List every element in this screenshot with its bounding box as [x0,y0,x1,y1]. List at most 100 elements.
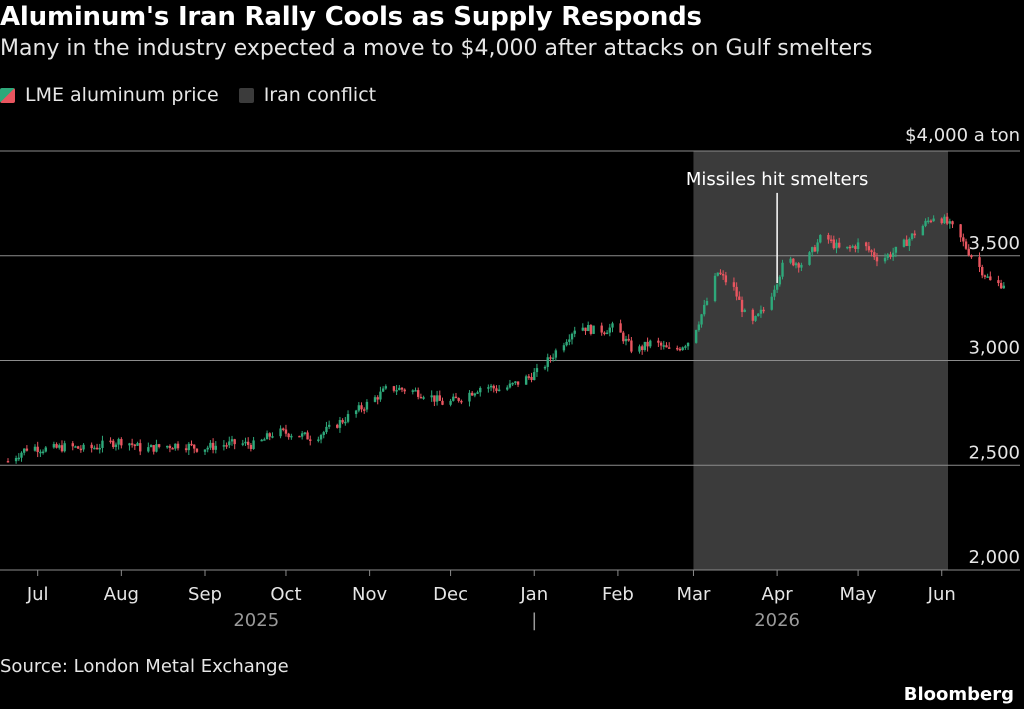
candle-body [300,433,304,437]
candle-body [306,432,309,440]
candle-body [686,342,690,347]
x-tick-label: Oct [270,584,301,605]
candle-body [460,400,463,403]
bloomberg-logo: Bloomberg [903,684,1014,705]
candle-body [470,392,474,396]
candle-body [627,338,630,341]
candle-body [473,393,477,396]
legend-item-price: LME aluminum price [0,84,219,106]
candle-body [854,246,857,249]
candle-body [438,395,441,401]
x-tick-label: Aug [104,584,139,605]
candle-body [894,246,898,253]
candle-body [638,346,641,352]
legend-label-shade: Iran conflict [263,84,377,106]
candle-swatch-icon [0,87,15,103]
candle-body [244,441,247,444]
candle-body [363,409,366,411]
candle-body [1002,285,1006,289]
candle-body [835,242,838,249]
candle-body [622,332,625,342]
candle-body [732,282,736,287]
candle-body [284,429,288,434]
candle-body [600,325,603,333]
candle-body [827,235,830,240]
candle-body [873,252,876,258]
candle-body [449,400,452,405]
candle-body [357,405,361,411]
candle-body [721,274,725,276]
candle-body [52,444,56,448]
candle-body [325,426,328,433]
candle-body [681,347,684,351]
candle-body [875,257,879,262]
candle-body [584,327,587,332]
candle-body [662,345,665,347]
candle-body [630,340,633,352]
candle-body [422,397,425,399]
candle-body [551,357,555,360]
candle-body [268,433,271,437]
candle-body [327,424,331,427]
candle-body [989,276,992,281]
candle-body [58,445,61,448]
candle-body [789,258,792,263]
candle-body [176,443,180,449]
candle-body [797,263,800,268]
candle-body [400,387,404,390]
y-tick-label: 3,500 [968,233,1020,254]
candle-body [411,390,414,392]
candle-body [902,239,906,247]
candle-body [60,445,64,452]
candle-body [581,327,585,331]
x-tick-label: Sep [188,584,222,605]
candle-body [643,341,647,350]
candle-body [549,357,552,359]
candle-body [883,257,887,262]
year-label: 2025 [233,610,279,631]
candle-body [819,235,822,243]
candle-body [735,286,738,297]
candle-body [233,439,236,445]
candle-body [287,433,290,438]
candle-body [338,420,342,428]
candle-body [33,446,37,451]
candle-body [230,439,234,442]
candle-body [168,445,172,449]
candle-body [829,239,833,241]
candle-body [336,424,339,428]
candle-body [225,445,228,447]
candle-body [341,420,344,423]
candle-body [392,386,396,391]
candle-body [778,276,782,285]
candle-body [506,387,509,390]
candle-body [659,342,663,346]
candle-body [155,444,158,452]
candle-body [147,447,150,452]
candle-body [309,439,312,441]
candle-body [90,444,93,449]
y-tick-label: 2,000 [968,547,1020,568]
candle-body [433,395,436,402]
candle-body [44,447,47,452]
candle-body [322,432,325,435]
x-tick-label: Jun [927,584,956,605]
candle-body [36,446,39,452]
candle-body [891,252,895,258]
candle-body [684,346,687,348]
candle-body [694,330,698,343]
candle-body [864,242,868,247]
legend-label-price: LME aluminum price [25,84,219,106]
x-tick-label: Mar [676,584,711,605]
candle-body [303,432,307,434]
candle-body [260,439,263,442]
candle-body [265,433,269,440]
candle-body [619,323,622,333]
candle-body [381,388,385,392]
candle-body [913,233,916,236]
candle-body [927,220,930,223]
candle-body [298,435,301,438]
candle-body [948,221,952,224]
candle-body [136,443,139,446]
